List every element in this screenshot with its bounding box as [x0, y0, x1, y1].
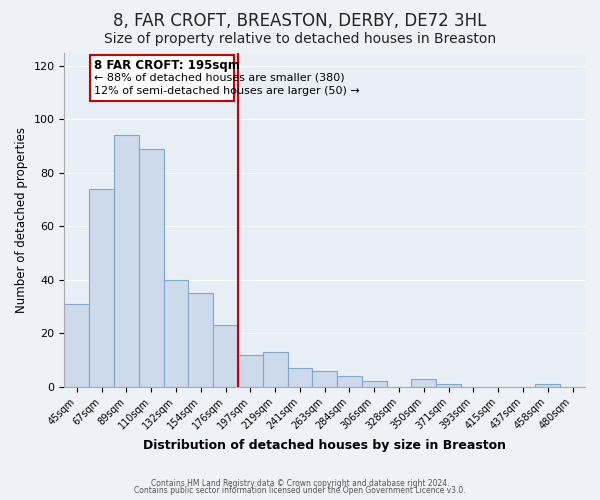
Bar	[114, 136, 139, 386]
Bar	[535, 384, 560, 386]
Text: ← 88% of detached houses are smaller (380): ← 88% of detached houses are smaller (38…	[94, 72, 345, 83]
Bar	[263, 352, 287, 386]
Bar	[362, 382, 386, 386]
Text: Contains HM Land Registry data © Crown copyright and database right 2024.: Contains HM Land Registry data © Crown c…	[151, 478, 449, 488]
Text: 12% of semi-detached houses are larger (50) →: 12% of semi-detached houses are larger (…	[94, 86, 360, 96]
Text: 8 FAR CROFT: 195sqm: 8 FAR CROFT: 195sqm	[94, 59, 240, 72]
Text: Contains public sector information licensed under the Open Government Licence v3: Contains public sector information licen…	[134, 486, 466, 495]
Y-axis label: Number of detached properties: Number of detached properties	[15, 126, 28, 312]
Bar	[164, 280, 188, 386]
Bar	[188, 293, 213, 386]
Bar	[313, 370, 337, 386]
Text: 8, FAR CROFT, BREASTON, DERBY, DE72 3HL: 8, FAR CROFT, BREASTON, DERBY, DE72 3HL	[113, 12, 487, 30]
Bar	[238, 354, 263, 386]
Bar	[213, 325, 238, 386]
Bar	[89, 189, 114, 386]
Bar	[139, 148, 164, 386]
FancyBboxPatch shape	[91, 55, 234, 100]
Bar	[337, 376, 362, 386]
X-axis label: Distribution of detached houses by size in Breaston: Distribution of detached houses by size …	[143, 440, 506, 452]
Bar	[287, 368, 313, 386]
Bar	[412, 378, 436, 386]
Bar	[64, 304, 89, 386]
Text: Size of property relative to detached houses in Breaston: Size of property relative to detached ho…	[104, 32, 496, 46]
Bar	[436, 384, 461, 386]
